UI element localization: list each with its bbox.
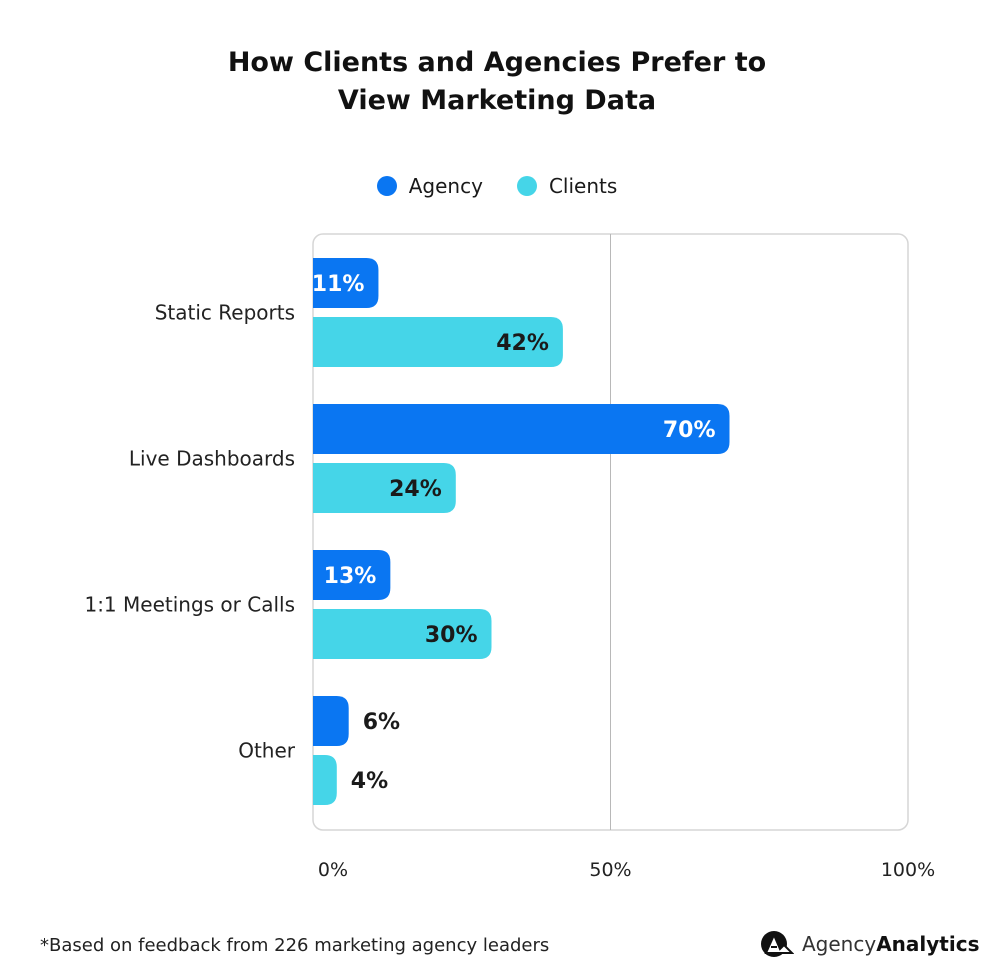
data-label-clients: 4% xyxy=(351,769,388,794)
logo-text-agency: Agency xyxy=(802,932,877,956)
logo-text-analytics: Analytics xyxy=(876,932,980,956)
chart-title: How Clients and Agencies Prefer to View … xyxy=(0,44,994,120)
bar-clients xyxy=(313,463,456,513)
bar-clients xyxy=(313,317,563,367)
bar-agency xyxy=(313,550,391,600)
title-line-2: View Marketing Data xyxy=(337,85,657,116)
category-label: Other xyxy=(238,739,296,763)
agencyanalytics-logo: AgencyAnalytics xyxy=(760,929,979,959)
data-label-clients: 30% xyxy=(425,623,478,648)
data-label-agency: 11% xyxy=(312,272,365,297)
category-label: Live Dashboards xyxy=(129,447,295,471)
legend-label-agency: Agency xyxy=(408,174,483,198)
legend-item-clients: Clients xyxy=(516,174,618,198)
data-label-agency: 6% xyxy=(363,710,400,735)
x-tick-label: 50% xyxy=(589,859,631,881)
legend-swatch-agency xyxy=(376,176,397,196)
logo-icon xyxy=(761,931,794,957)
footnote: *Based on feedback from 226 marketing ag… xyxy=(40,935,550,956)
legend-item-agency: Agency xyxy=(376,174,483,198)
data-label-clients: 42% xyxy=(496,331,549,356)
data-label-agency: 13% xyxy=(324,564,377,589)
bar-agency xyxy=(313,696,349,746)
title-line-1: How Clients and Agencies Prefer to xyxy=(227,47,767,78)
legend-swatch-clients xyxy=(516,176,537,196)
data-label-clients: 24% xyxy=(389,477,442,502)
category-label: 1:1 Meetings or Calls xyxy=(84,593,295,617)
bar-agency xyxy=(313,404,730,454)
x-tick-label: 0% xyxy=(318,859,348,881)
category-label: Static Reports xyxy=(155,301,295,325)
x-tick-label: 100% xyxy=(881,859,935,881)
bar-clients xyxy=(313,755,337,805)
bar-clients xyxy=(313,609,492,659)
bar-agency xyxy=(313,258,379,308)
legend: Agency Clients xyxy=(0,174,994,198)
legend-label-clients: Clients xyxy=(548,174,618,198)
data-label-agency: 70% xyxy=(663,418,716,443)
